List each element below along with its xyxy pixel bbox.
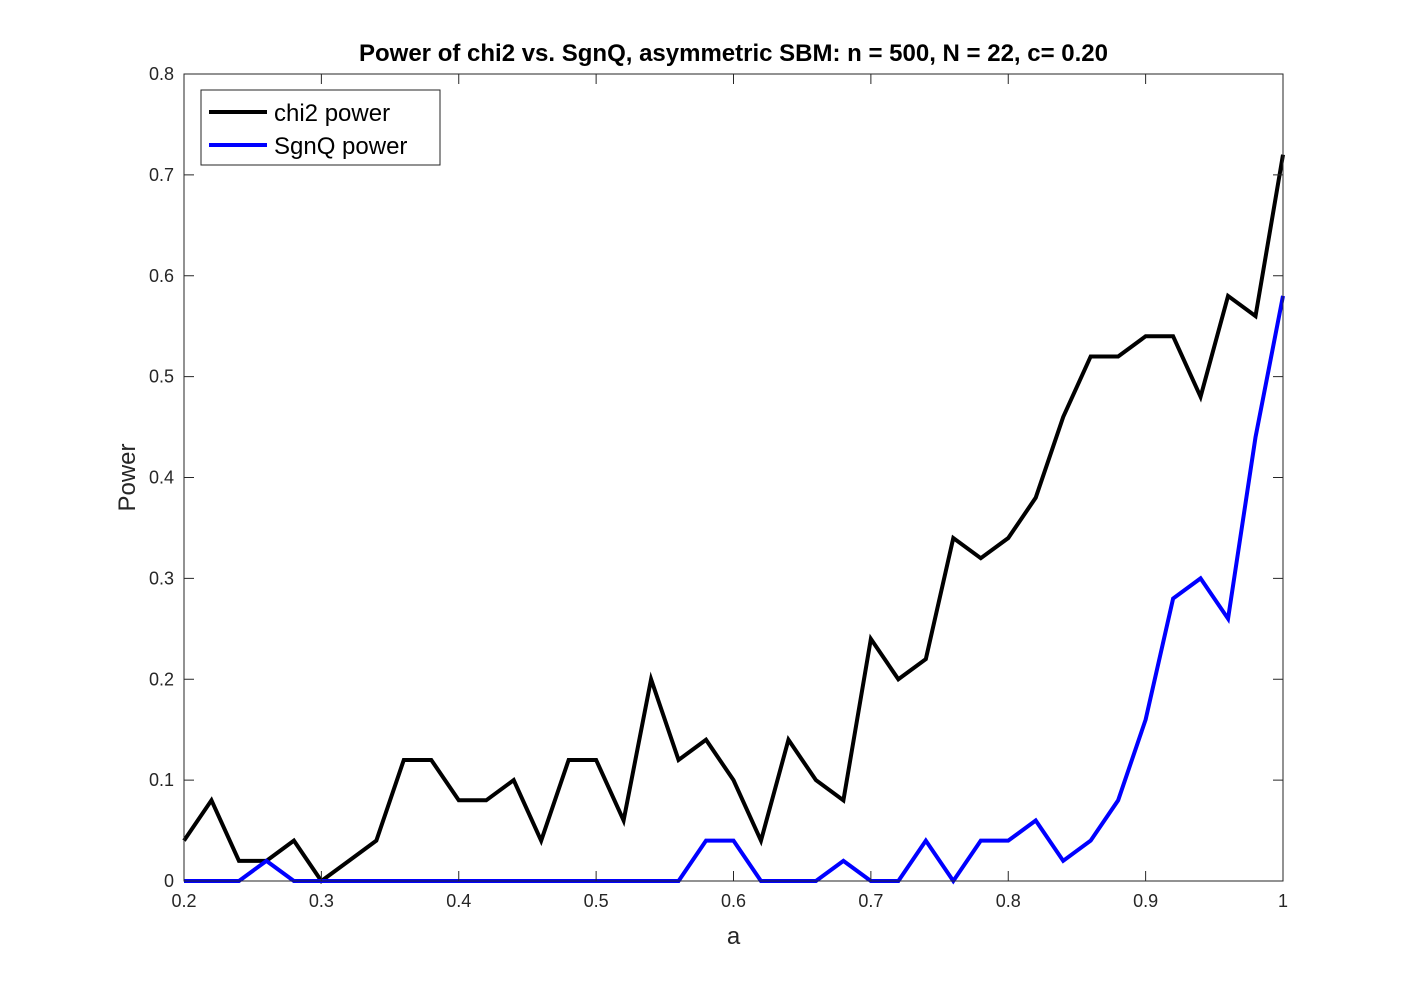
- x-tick-label: 0.5: [584, 891, 609, 911]
- ticks-layer: 0.2 0.3 0.4 0.5 0.6 0.7 0.8 0.9 1 0 0.1 0.2 0.3 0.4 0.…: [149, 64, 1288, 911]
- y-axis-label: Power: [114, 443, 141, 511]
- series-layer: [182, 154, 1285, 885]
- y-tick-label: 0.7: [149, 165, 174, 185]
- x-axis-label: a: [727, 923, 741, 950]
- legend-label: SgnQ power: [274, 133, 407, 160]
- legend: chi2 power SgnQ power: [200, 89, 441, 166]
- x-tick-label: 0.3: [309, 891, 334, 911]
- y-tick-label: 0.3: [149, 568, 174, 588]
- series-line-sgnq-power: [184, 295, 1285, 885]
- y-tick-label: 0.6: [149, 266, 174, 286]
- x-tick-label: 0.2: [171, 891, 196, 911]
- axes-box: [183, 73, 1284, 882]
- x-tick-label: 0.9: [1133, 891, 1158, 911]
- y-tick-label: 0.1: [149, 770, 174, 790]
- x-tick-label: 0.7: [858, 891, 883, 911]
- x-tick-label: 1: [1278, 891, 1288, 911]
- x-tick-label: 0.8: [996, 891, 1021, 911]
- legend-box: [200, 89, 441, 166]
- legend-label: chi2 power: [274, 100, 390, 127]
- y-tick-label: 0.5: [149, 367, 174, 387]
- chart-title: Power of chi2 vs. SgnQ, asymmetric SBM: …: [359, 40, 1108, 67]
- x-tick-label: 0.4: [446, 891, 471, 911]
- y-tick-label: 0: [164, 871, 174, 891]
- y-tick-label: 0.8: [149, 64, 174, 84]
- y-tick-label: 0.4: [149, 468, 174, 488]
- x-tick-label: 0.6: [721, 891, 746, 911]
- y-tick-label: 0.2: [149, 669, 174, 689]
- series-line-chi2-power: [182, 154, 1285, 884]
